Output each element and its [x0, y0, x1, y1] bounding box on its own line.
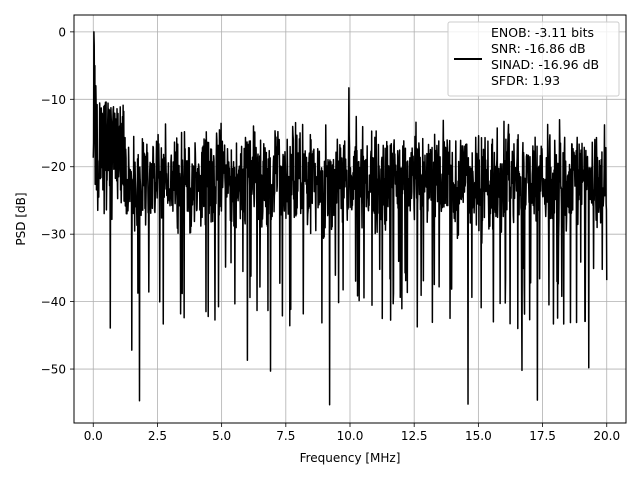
- x-tick-label: 17.5: [529, 429, 556, 443]
- psd-series-line: [92, 31, 608, 406]
- y-tick-label: −20: [41, 160, 66, 174]
- x-tick-label: 15.0: [465, 429, 492, 443]
- y-tick-label: −30: [41, 228, 66, 242]
- y-axis-ticks: 0 −10 −20 −30 −40 −50: [41, 25, 74, 377]
- y-tick-label: −10: [41, 93, 66, 107]
- x-tick-label: 10.0: [337, 429, 364, 443]
- x-tick-label: 0.0: [84, 429, 103, 443]
- y-tick-label: −40: [41, 295, 66, 309]
- x-tick-label: 20.0: [593, 429, 620, 443]
- x-tick-label: 12.5: [401, 429, 428, 443]
- y-tick-label: 0: [58, 25, 66, 39]
- legend-entry-sinad: SINAD: -16.96 dB: [491, 57, 599, 72]
- x-tick-label: 2.5: [148, 429, 167, 443]
- legend-entry-enob: ENOB: -3.11 bits: [491, 25, 594, 40]
- series-layer: [92, 31, 608, 406]
- legend-entry-snr: SNR: -16.86 dB: [491, 41, 586, 56]
- x-tick-label: 7.5: [276, 429, 295, 443]
- x-axis-label: Frequency [MHz]: [300, 451, 401, 465]
- legend: ENOB: -3.11 bits SNR: -16.86 dB SINAD: -…: [447, 21, 620, 97]
- legend-entry-sfdr: SFDR: 1.93: [491, 73, 560, 88]
- y-axis-label: PSD [dB]: [14, 192, 28, 245]
- legend-box: [447, 21, 620, 97]
- x-tick-label: 5.0: [212, 429, 231, 443]
- x-axis-ticks: 0.0 2.5 5.0 7.5 10.0 12.5 15.0 17.5 20.0: [84, 423, 620, 443]
- y-tick-label: −50: [41, 363, 66, 377]
